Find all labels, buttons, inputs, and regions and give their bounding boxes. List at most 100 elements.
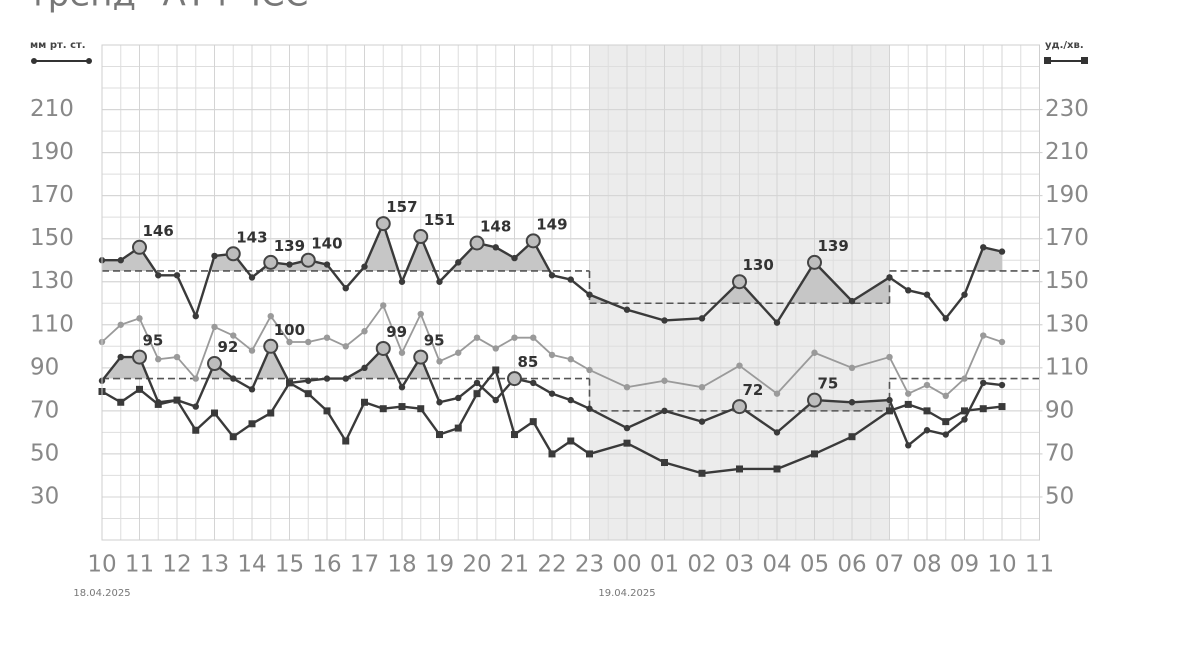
point-marker [173,396,181,404]
x-tick-label: 01 [650,552,679,578]
point-marker [455,349,462,356]
point-marker [211,323,218,331]
point-marker [848,433,856,441]
date-label: 19.04.2025 [598,588,655,599]
point-marker [511,431,518,439]
point-marker [773,319,781,326]
x-tick-label: 20 [462,552,491,578]
point-marker [661,377,668,384]
point-marker [361,398,368,406]
point-marker [323,334,331,341]
legend-marker [1044,57,1051,64]
exceed-area [973,247,1002,271]
point-marker [117,257,124,264]
x-tick-label: 10 [987,552,1016,578]
point-marker [398,349,406,356]
y-tick-label: 90 [30,354,59,380]
highlight-marker [207,356,222,372]
y-tick-label: 30 [30,483,59,509]
point-marker [492,366,500,374]
highlight-marker [263,338,279,354]
point-marker [473,390,481,398]
point-marker [567,276,574,283]
y-tick-label: 70 [30,397,59,423]
point-marker [342,437,350,445]
point-marker [248,274,256,281]
x-tick-label: 15 [275,552,304,578]
y2-tick-label: 110 [1045,354,1089,380]
point-marker [980,379,987,387]
point-marker [192,426,200,434]
highlight-marker [732,274,747,290]
point-marker [530,334,537,341]
x-tick-label: 19 [425,552,454,578]
point-marker [773,429,781,436]
point-marker [248,347,256,354]
point-marker [173,353,181,361]
x-tick-label: 16 [312,552,341,578]
point-marker [886,407,893,415]
x-tick-label: 18 [387,552,416,578]
y2-tick-label: 170 [1045,225,1089,251]
point-marker [961,375,968,382]
point-marker [961,291,968,298]
point-marker [661,459,668,467]
point-marker [417,405,425,413]
value-label: 130 [743,256,774,274]
point-marker [248,420,256,428]
point-marker [998,338,1006,346]
point-marker [492,244,499,251]
point-marker [230,332,237,339]
point-marker [848,399,856,406]
highlight-marker [132,239,147,255]
highlight-marker [263,254,279,270]
point-marker [473,379,481,387]
point-marker [361,328,368,335]
point-marker [623,424,631,432]
point-marker [117,398,125,406]
point-marker [267,312,274,320]
value-label: 72 [743,381,764,399]
point-marker [961,407,968,415]
x-tick-label: 02 [687,552,716,578]
point-marker [361,263,368,270]
point-marker [942,418,950,426]
point-marker [979,405,987,413]
highlight-marker [732,399,747,415]
point-marker [905,287,912,294]
x-tick-label: 09 [950,552,979,578]
highlight-marker [300,252,316,268]
point-marker [773,465,781,473]
point-marker [998,381,1006,389]
x-tick-label: 05 [800,552,829,578]
x-tick-label: 17 [350,552,379,578]
point-marker [548,351,556,359]
point-marker [286,261,293,268]
y-tick-label: 50 [30,440,59,466]
value-label: 140 [311,235,342,253]
y2-axis-label: уд./хв. [1045,40,1084,51]
y2-tick-label: 230 [1045,96,1089,122]
point-marker [511,254,518,262]
point-marker [623,306,631,313]
point-marker [455,394,462,402]
date-label: 18.04.2025 [73,588,130,599]
value-label: 85 [518,353,539,371]
point-marker [567,437,575,445]
point-marker [454,424,462,432]
point-marker [586,450,593,458]
point-marker [379,405,387,413]
y-tick-label: 130 [30,268,74,294]
y2-tick-label: 210 [1045,139,1089,165]
point-marker [117,353,124,361]
y-tick-label: 210 [30,96,74,122]
point-marker [361,364,368,372]
x-tick-label: 04 [762,552,791,578]
highlight-marker [375,340,391,356]
point-marker [961,416,968,423]
value-label: 95 [424,332,445,350]
point-marker [398,403,406,411]
point-marker [455,259,462,266]
x-tick-label: 06 [837,552,866,578]
point-marker [586,291,593,298]
